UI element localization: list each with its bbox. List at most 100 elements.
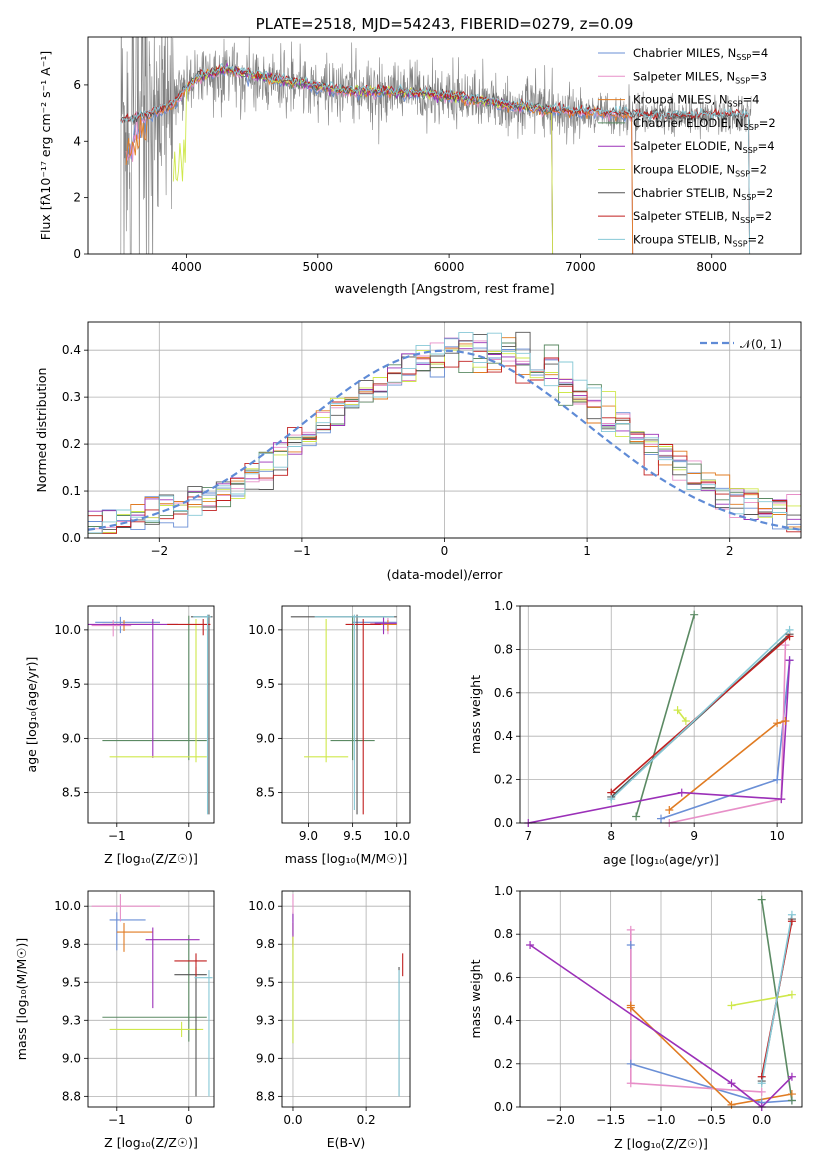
point-marker [690,610,699,619]
x-tick-label: 8 [607,829,615,843]
panel-mass_vs_ebv: 0.0 0.2 8.8 9.0 9.3 9.5 9.8 10.0 E(B-V) [248,890,411,1150]
x-tick-label: 9 [690,829,698,843]
x-axis-label: age [log₁₀(age/yr)] [603,852,719,867]
point-marker [632,812,641,821]
legend-entry-label: Chabrier MILES, N [633,46,736,60]
point-marker [626,1079,635,1088]
legend-entry: Salpeter ELODIE, NSSP=4 [633,139,775,155]
legend-entry-label: Kroupa ELODIE, N [633,163,735,177]
point-marker [626,1003,635,1012]
axes-frame [281,605,411,824]
y-axis-label: mass weight [468,675,483,754]
histogram-kroupa-elodie [88,345,801,534]
y-tick-label: 9.0 [62,731,81,745]
point-marker [681,717,690,726]
x-axis-label: mass [log₁₀(M/M☉)] [285,851,407,866]
y-tick-label: 1.0 [494,599,513,613]
x-axis-label: Z [log₁₀(Z/Z☉)] [104,851,198,866]
y-tick-label: 10.0 [248,899,275,913]
y-tick-label: 4 [73,134,81,148]
x-tick-label: −1 [108,1113,126,1127]
x-axis-label: E(B-V) [327,1135,366,1150]
x-tick-label: 1 [583,544,591,558]
plot-area [529,899,793,1107]
y-tick-label: 6 [73,78,81,92]
x-tick-label: 0.2 [357,1113,376,1127]
x-tick-label: 7 [524,829,532,843]
series-line-kroupa-elodie [731,993,793,1007]
y-tick-label: 0.6 [494,686,513,700]
y-tick-label: 0.2 [62,437,81,451]
y-tick-label: 2 [73,191,81,205]
axes-frame [87,605,215,824]
legend-entry-eq: =4 [751,46,768,60]
y-tick-label: 0.2 [494,773,513,787]
y-tick-label: 8.5 [256,786,275,800]
point-marker [727,1100,736,1109]
axes-frame [87,890,215,1108]
point-marker [785,656,794,665]
panel-spectrum: 4000 5000 6000 7000 8000 0 2 4 6 wavelength [Angs… [38,15,802,296]
point-marker [526,941,535,949]
plot-area [88,614,213,815]
series-line-salpeter-miles [630,929,762,1093]
point-marker [787,1072,796,1081]
y-tick-label: 8.5 [62,786,81,800]
point-marker [757,1087,766,1096]
y-tick-label: 9.0 [62,1051,81,1065]
y-tick-label: 0.4 [62,343,81,357]
y-tick-label: 8.8 [62,1089,81,1103]
series-line-kroupa-elodie [676,709,687,722]
legend-entry-eq: =4 [758,139,775,153]
grid [88,606,214,823]
legend-entry-sub: SSP [733,239,748,248]
point-marker [626,925,635,934]
y-tick-label: 9.3 [62,1013,81,1027]
y-tick-label: 0.0 [494,816,513,830]
x-tick-label: 9.0 [299,829,318,843]
point-marker [773,719,782,728]
x-tick-label: −2.0 [546,1113,575,1127]
point-marker [657,814,665,823]
y-tick-label: 0.1 [62,484,81,498]
legend-entry-label: Salpeter ELODIE, N [633,139,743,153]
y-tick-label: 9.5 [256,677,275,691]
y-tick-label: 0.8 [494,927,513,941]
axes-frame [87,36,802,255]
y-tick-label: 0.0 [494,1100,513,1114]
y-tick-label: 9.0 [256,731,275,745]
panel-massweight_vs_age: 7 8 9 10 0.0 0.2 0.4 0.6 0.8 1.0 age [log₁₀(age/yr… [468,599,803,867]
legend-entry-sub: SSP [735,76,750,85]
point-marker [665,805,674,814]
legend-entry-eq: =2 [759,116,776,130]
legend-entry-eq: =2 [750,163,767,177]
x-tick-label: −2 [150,544,168,558]
normal-curve [88,349,801,531]
histogram-chabrier-stelib [88,331,801,534]
y-tick-label: 0 [73,247,81,261]
plot-area [91,894,213,1097]
point-marker [727,1001,736,1010]
y-tick-label: 9.8 [256,937,275,951]
model-spectrum-kroupa-stelib [120,62,751,254]
x-tick-label: 10.0 [383,829,410,843]
legend-entry-sub: SSP [744,123,759,132]
plot-area [290,614,397,815]
x-tick-label: 4000 [171,260,202,274]
x-tick-label: −1.5 [596,1113,625,1127]
series-line-kroupa-stelib [760,914,793,1084]
point-marker [785,625,794,634]
series-line-salpeter-elodie [529,944,793,1107]
x-tick-label: −0.5 [697,1113,726,1127]
point-marker [673,706,682,715]
point-marker [757,1079,766,1088]
legend-entry-label: Salpeter STELIB, N [633,209,740,223]
point-marker [607,795,616,804]
y-tick-label: 0.4 [494,1014,513,1028]
data-spectrum-line [120,37,752,254]
legend-entry-sub: SSP [735,170,750,179]
y-tick-label: 9.0 [256,1051,275,1065]
x-tick-label: 0.0 [283,1113,302,1127]
point-marker [777,795,786,804]
